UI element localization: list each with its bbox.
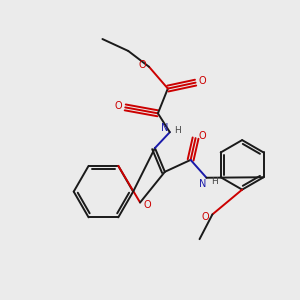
Text: O: O <box>199 131 206 141</box>
Text: H: H <box>211 177 218 186</box>
Text: O: O <box>138 60 146 70</box>
Text: O: O <box>143 200 151 211</box>
Text: O: O <box>115 101 122 111</box>
Text: O: O <box>199 76 206 85</box>
Text: N: N <box>161 123 169 133</box>
Text: H: H <box>174 126 181 135</box>
Text: O: O <box>202 212 209 222</box>
Text: N: N <box>199 179 206 189</box>
